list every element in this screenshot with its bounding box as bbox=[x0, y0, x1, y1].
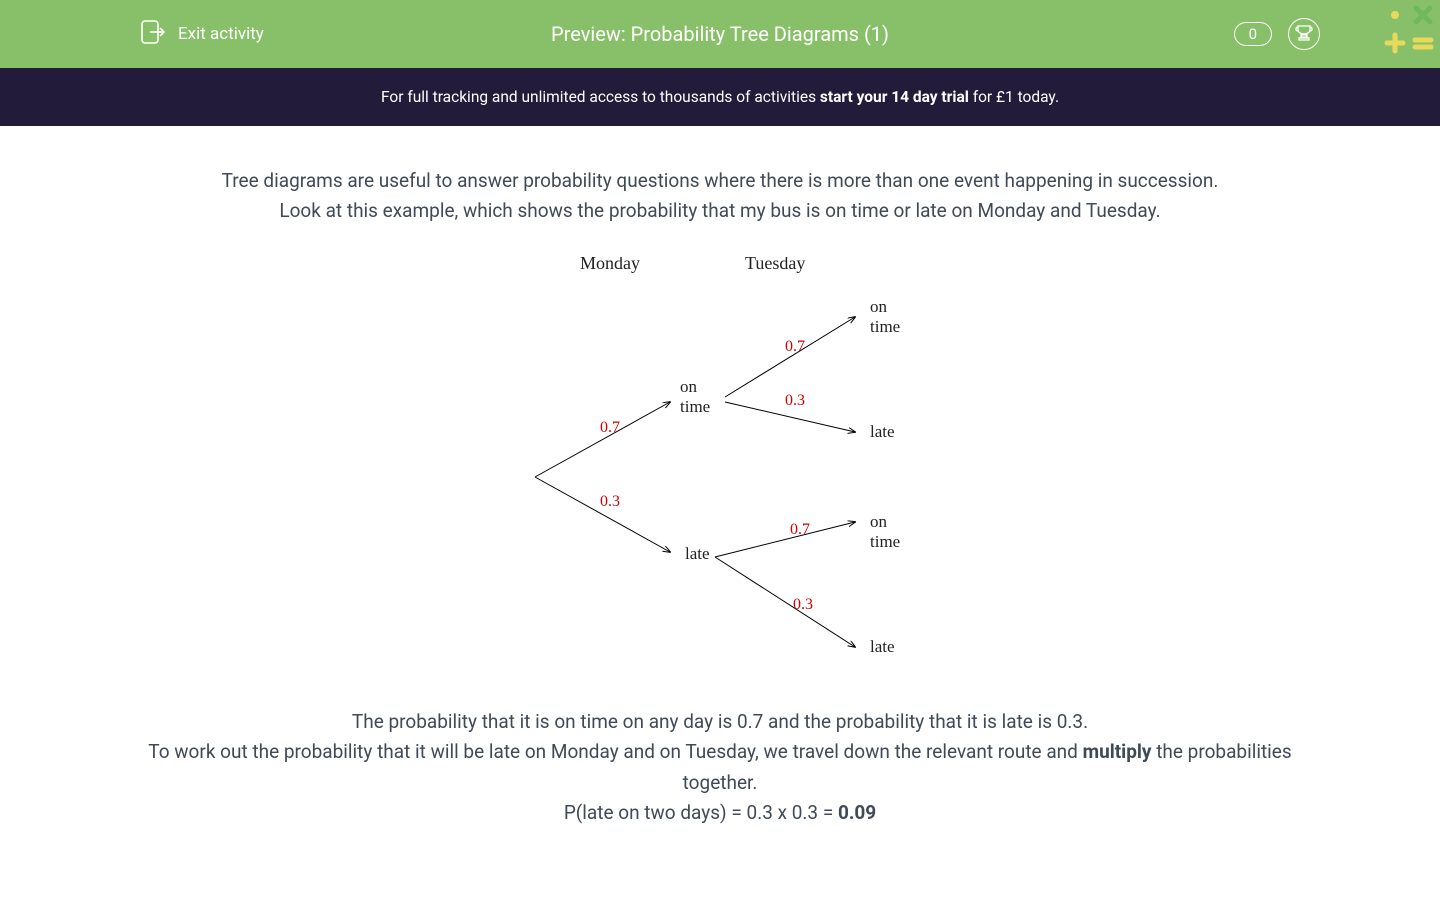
expl-line-3: P(late on two days) = 0.3 x 0.3 = 0.09 bbox=[140, 798, 1300, 828]
svg-text:0.7: 0.7 bbox=[790, 521, 810, 538]
x-icon bbox=[1412, 4, 1434, 26]
header-right: 0 bbox=[1234, 18, 1320, 50]
intro-line-1: Tree diagrams are useful to answer proba… bbox=[140, 166, 1300, 196]
svg-text:on: on bbox=[680, 377, 698, 396]
page-title: Preview: Probability Tree Diagrams (1) bbox=[551, 22, 889, 46]
svg-text:late: late bbox=[685, 544, 710, 563]
svg-text:time: time bbox=[870, 532, 900, 551]
svg-text:time: time bbox=[680, 397, 710, 416]
svg-text:0.3: 0.3 bbox=[600, 493, 620, 510]
expl-line-1: The probability that it is on time on an… bbox=[140, 707, 1300, 737]
svg-text:on: on bbox=[870, 512, 888, 531]
trial-banner[interactable]: For full tracking and unlimited access t… bbox=[0, 68, 1440, 126]
intro-text: Tree diagrams are useful to answer proba… bbox=[140, 166, 1300, 227]
svg-text:late: late bbox=[870, 637, 895, 656]
corner-shapes-icon bbox=[1384, 4, 1434, 54]
equals-icon bbox=[1412, 32, 1434, 54]
svg-text:Tuesday: Tuesday bbox=[745, 257, 805, 273]
intro-line-2: Look at this example, which shows the pr… bbox=[140, 196, 1300, 226]
exit-activity-button[interactable]: Exit activity bbox=[140, 19, 264, 50]
svg-text:time: time bbox=[870, 317, 900, 336]
svg-text:0.3: 0.3 bbox=[785, 392, 805, 409]
svg-text:late: late bbox=[870, 422, 895, 441]
exit-label: Exit activity bbox=[178, 24, 264, 44]
banner-bold: start your 14 day trial bbox=[820, 88, 969, 106]
svg-text:on: on bbox=[870, 297, 888, 316]
banner-suffix: for £1 today. bbox=[969, 88, 1059, 106]
trophy-icon bbox=[1295, 23, 1313, 45]
svg-text:0.7: 0.7 bbox=[785, 338, 805, 355]
svg-text:0.7: 0.7 bbox=[600, 419, 620, 436]
dot-icon bbox=[1384, 4, 1406, 26]
trophy-button[interactable] bbox=[1288, 18, 1320, 50]
exit-icon bbox=[140, 19, 166, 50]
content-area: Tree diagrams are useful to answer proba… bbox=[0, 126, 1440, 828]
explanation-text: The probability that it is on time on an… bbox=[140, 707, 1300, 829]
score-badge[interactable]: 0 bbox=[1234, 22, 1272, 46]
expl-line-2: To work out the probability that it will… bbox=[140, 737, 1300, 798]
svg-text:Monday: Monday bbox=[580, 257, 640, 273]
plus-icon bbox=[1384, 32, 1406, 54]
banner-prefix: For full tracking and unlimited access t… bbox=[381, 88, 820, 106]
tree-diagram: MondayTuesdayontime0.7late0.3ontime0.7la… bbox=[140, 257, 1300, 677]
top-bar: Exit activity Preview: Probability Tree … bbox=[0, 0, 1440, 68]
svg-text:0.3: 0.3 bbox=[793, 596, 813, 613]
